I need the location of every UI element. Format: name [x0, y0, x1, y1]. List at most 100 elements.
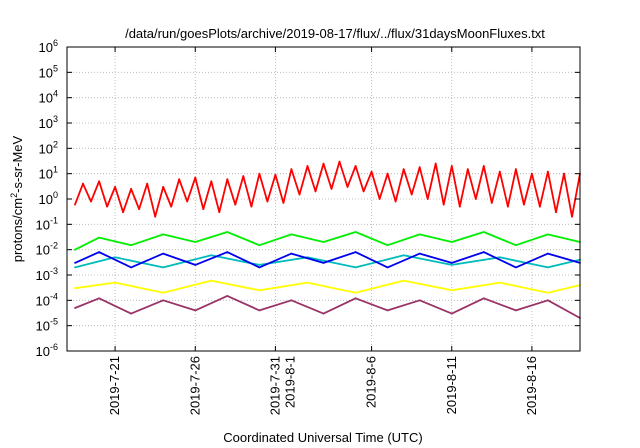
- series-4-point: [450, 262, 453, 264]
- series-4-point: [354, 251, 357, 254]
- series-1-point: [226, 178, 229, 181]
- series-1-point: [418, 166, 421, 169]
- series-2-point: [482, 231, 485, 233]
- y-tick-label: 10-3: [36, 266, 58, 283]
- series-line-6: [74, 294, 581, 319]
- series-1-point: [402, 168, 405, 171]
- series-2-point: [322, 241, 325, 243]
- series-6-point: [386, 309, 389, 312]
- y-tick-base: 10: [36, 243, 50, 258]
- y-axis-label: protons/cm2-s-sr-MeV: [9, 135, 25, 262]
- series-3-point: [498, 256, 501, 259]
- series-2-point: [74, 248, 76, 251]
- series-6-point: [194, 309, 197, 312]
- series-1-point: [378, 198, 381, 200]
- y-tick-exp: 2: [53, 139, 58, 149]
- y-tick-base: 10: [36, 319, 50, 334]
- y-axis-label-sup: 2: [9, 193, 19, 198]
- series-1-point: [442, 203, 445, 206]
- x-tick-label: 2019-7-31: [267, 356, 282, 415]
- x-tick-label: 2019-7-26: [187, 356, 202, 415]
- series-1-point: [490, 202, 493, 204]
- series-1-point: [178, 178, 181, 181]
- series-6-point: [322, 312, 325, 315]
- series-6-point: [162, 299, 165, 302]
- series-1-point: [202, 208, 205, 211]
- series-5-point: [210, 279, 213, 282]
- series-1-point: [370, 170, 373, 173]
- y-tick-base: 10: [39, 167, 53, 182]
- series-5-point: [354, 291, 357, 294]
- series-2-point: [290, 233, 293, 236]
- series-1-point: [507, 205, 509, 208]
- series-1-point: [482, 165, 485, 167]
- series-6-point: [515, 309, 517, 312]
- x-tick-label: 2019-8-6: [364, 356, 379, 408]
- y-tick-base: 10: [39, 40, 53, 55]
- y-tick-label: 10-4: [36, 291, 58, 308]
- series-1-point: [90, 200, 92, 203]
- y-tick-base: 10: [36, 344, 50, 359]
- x-tick-label: 2019-7-21: [107, 356, 122, 415]
- series-1-point: [314, 190, 317, 193]
- series-2-point: [386, 244, 389, 247]
- series-5-point: [162, 291, 165, 294]
- series-1-point: [170, 205, 173, 208]
- y-tick-exp: 5: [53, 63, 58, 73]
- series-3-point: [354, 266, 357, 269]
- series-1-point: [523, 203, 525, 206]
- x-tick-label: 2019-8-11: [444, 356, 459, 414]
- series-line-3: [74, 254, 581, 269]
- series-4-point: [386, 266, 389, 269]
- series-1-point: [458, 205, 461, 208]
- y-tick-label: 100: [39, 190, 58, 207]
- series-1-point: [434, 162, 437, 165]
- x-tick-label: 2019-8-1: [282, 356, 297, 408]
- series-1-point: [98, 180, 100, 183]
- series-1-point: [146, 182, 149, 185]
- series-2-point: [98, 236, 100, 239]
- series-6-point: [258, 309, 261, 312]
- series-1-point: [282, 202, 285, 204]
- series-1-point: [474, 198, 477, 200]
- series-5-point: [450, 289, 453, 292]
- y-tick-base: 10: [39, 192, 53, 207]
- series-1-point: [330, 188, 333, 190]
- series-3-point: [210, 254, 213, 257]
- y-tick-exp: 3: [53, 114, 58, 124]
- series-4-point: [322, 262, 325, 264]
- series-4-point: [418, 252, 421, 255]
- series-3-point: [547, 266, 549, 269]
- series-5-point: [498, 281, 501, 284]
- y-tick-label: 104: [39, 89, 58, 106]
- y-tick-exp: -4: [50, 291, 58, 301]
- series-line-1: [74, 160, 581, 218]
- series-1-point: [242, 175, 245, 178]
- series-1-point: [563, 172, 565, 175]
- series-6-point: [290, 299, 293, 302]
- series-1-point: [194, 176, 197, 179]
- series-1-point: [74, 203, 76, 206]
- series-1-point: [122, 211, 124, 214]
- series-4-point: [515, 266, 517, 269]
- series-1-point: [290, 168, 293, 171]
- series-4-point: [482, 251, 485, 254]
- series-1-point: [234, 203, 237, 206]
- series-6-point: [482, 297, 485, 300]
- series-5-point: [114, 281, 116, 284]
- series-4-point: [290, 252, 293, 255]
- y-tick-base: 10: [39, 65, 53, 80]
- y-axis-ticks: 10-610-510-410-310-210-11001011021031041…: [36, 38, 580, 359]
- series-3-point: [74, 266, 76, 269]
- series-4-point: [226, 251, 229, 254]
- series-4-point: [258, 266, 261, 269]
- series-5-point: [547, 291, 549, 294]
- series-1-point: [354, 165, 357, 167]
- series-6-point: [130, 312, 133, 315]
- series-1-point: [82, 182, 84, 185]
- y-tick-label: 102: [39, 139, 58, 156]
- y-tick-label: 10-2: [36, 241, 58, 258]
- y-tick-base: 10: [39, 91, 53, 106]
- series-4-point: [162, 252, 165, 255]
